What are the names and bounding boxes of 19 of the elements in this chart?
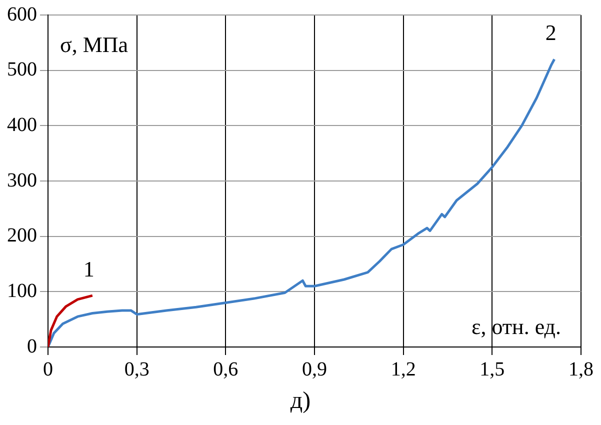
x-axis-title: ε, отн. ед. bbox=[471, 314, 561, 339]
y-tick-label: 200 bbox=[7, 224, 37, 247]
x-tick-label: 0,9 bbox=[302, 358, 327, 380]
y-tick-label: 500 bbox=[7, 58, 37, 81]
y-tick-label: 100 bbox=[7, 280, 37, 302]
y-axis-title: σ, МПа bbox=[60, 32, 128, 57]
y-tick-label: 600 bbox=[7, 3, 37, 26]
x-tick-label: 1,2 bbox=[390, 358, 416, 380]
x-tick-label: 0,6 bbox=[213, 358, 238, 380]
series-label: 2 bbox=[545, 20, 556, 46]
text: д) bbox=[289, 388, 312, 415]
y-tick-label: 400 bbox=[7, 114, 37, 136]
y-tick-label: 0 bbox=[27, 335, 37, 358]
x-tick-label: 1,8 bbox=[568, 358, 594, 380]
series-label: 1 bbox=[83, 256, 94, 282]
x-tick-label: 0 bbox=[43, 358, 53, 380]
x-tick-label: 0,3 bbox=[124, 358, 150, 380]
y-tick-label: 300 bbox=[7, 169, 37, 192]
x-tick-label: 1,5 bbox=[480, 358, 505, 380]
